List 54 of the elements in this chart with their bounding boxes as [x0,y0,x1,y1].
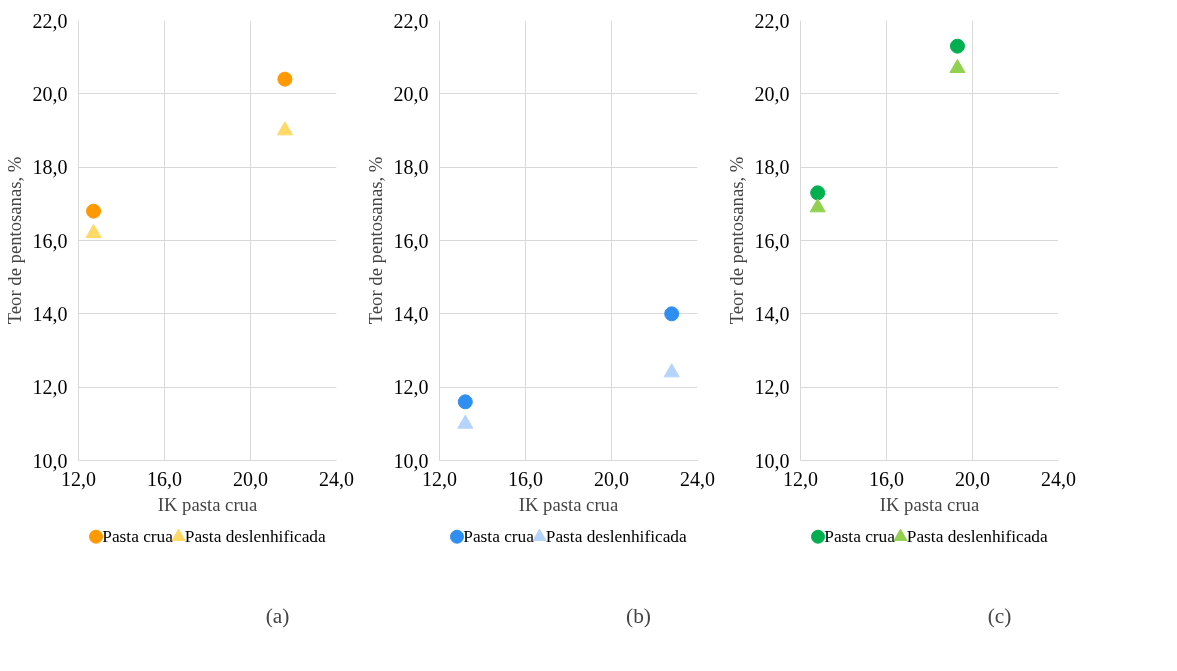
point [277,71,293,87]
point [949,59,966,73]
y-tick-label: 12,0 [754,376,790,399]
text: (b) [626,603,651,628]
x-tick-label: 16,0 [508,467,543,490]
y-tick-label: 18,0 [393,156,429,179]
y-tick-label: 20,0 [393,82,429,105]
point [276,121,293,136]
x-tick-label: 16,0 [147,467,182,490]
y-tick-label: 16,0 [32,229,68,252]
point [664,306,680,322]
legend-label: Pasta crua [463,527,535,547]
y-tick-label: 22,0 [32,9,68,32]
x-tick-label: 24,0 [1041,467,1076,490]
x-axis-title: IK pasta crua [518,493,619,515]
y-axis-title: Teor de pentosanas, % [725,156,747,325]
legend-label: Pasta deslenhificada [545,527,688,547]
point [809,198,826,213]
y-tick-label: 14,0 [754,302,790,325]
x-tick-label: 20,0 [594,467,629,490]
y-tick-label: 18,0 [32,156,68,179]
y-tick-label: 22,0 [393,9,429,32]
y-tick-label: 20,0 [32,82,68,105]
legend-label: Pasta deslenhificada [906,527,1049,547]
y-tick-label: 18,0 [754,156,790,179]
y-tick-label: 22,0 [754,9,790,32]
legend-label: Pasta crua [824,527,896,547]
x-tick-label: 24,0 [319,467,354,490]
point [949,38,965,54]
legend-label: Pasta crua [102,527,174,547]
point [663,363,680,378]
y-tick-label: 12,0 [32,376,68,399]
y-tick-label: 20,0 [754,82,790,105]
text: (c) [987,603,1012,628]
y-axis-title: Teor de pentosanas, % [3,156,25,325]
x-axis-title: IK pasta crua [879,493,980,515]
x-tick-label: 20,0 [955,467,990,490]
x-tick-label: 16,0 [869,467,904,490]
legend-label: Pasta deslenhificada [184,527,327,547]
point [810,185,826,201]
point [85,224,102,238]
point [457,414,474,429]
y-tick-label: 16,0 [754,229,790,252]
y-tick-label: 12,0 [393,376,429,399]
x-axis-title: IK pasta crua [157,493,258,515]
y-tick-label: 16,0 [393,229,429,252]
point [457,394,473,410]
x-tick-label: 24,0 [680,467,715,490]
y-axis-title: Teor de pentosanas, % [364,156,386,325]
text: (a) [265,603,290,628]
y-tick-label: 14,0 [393,302,429,325]
point [86,203,102,219]
x-tick-label: 20,0 [233,467,268,490]
y-tick-label: 14,0 [32,302,68,325]
